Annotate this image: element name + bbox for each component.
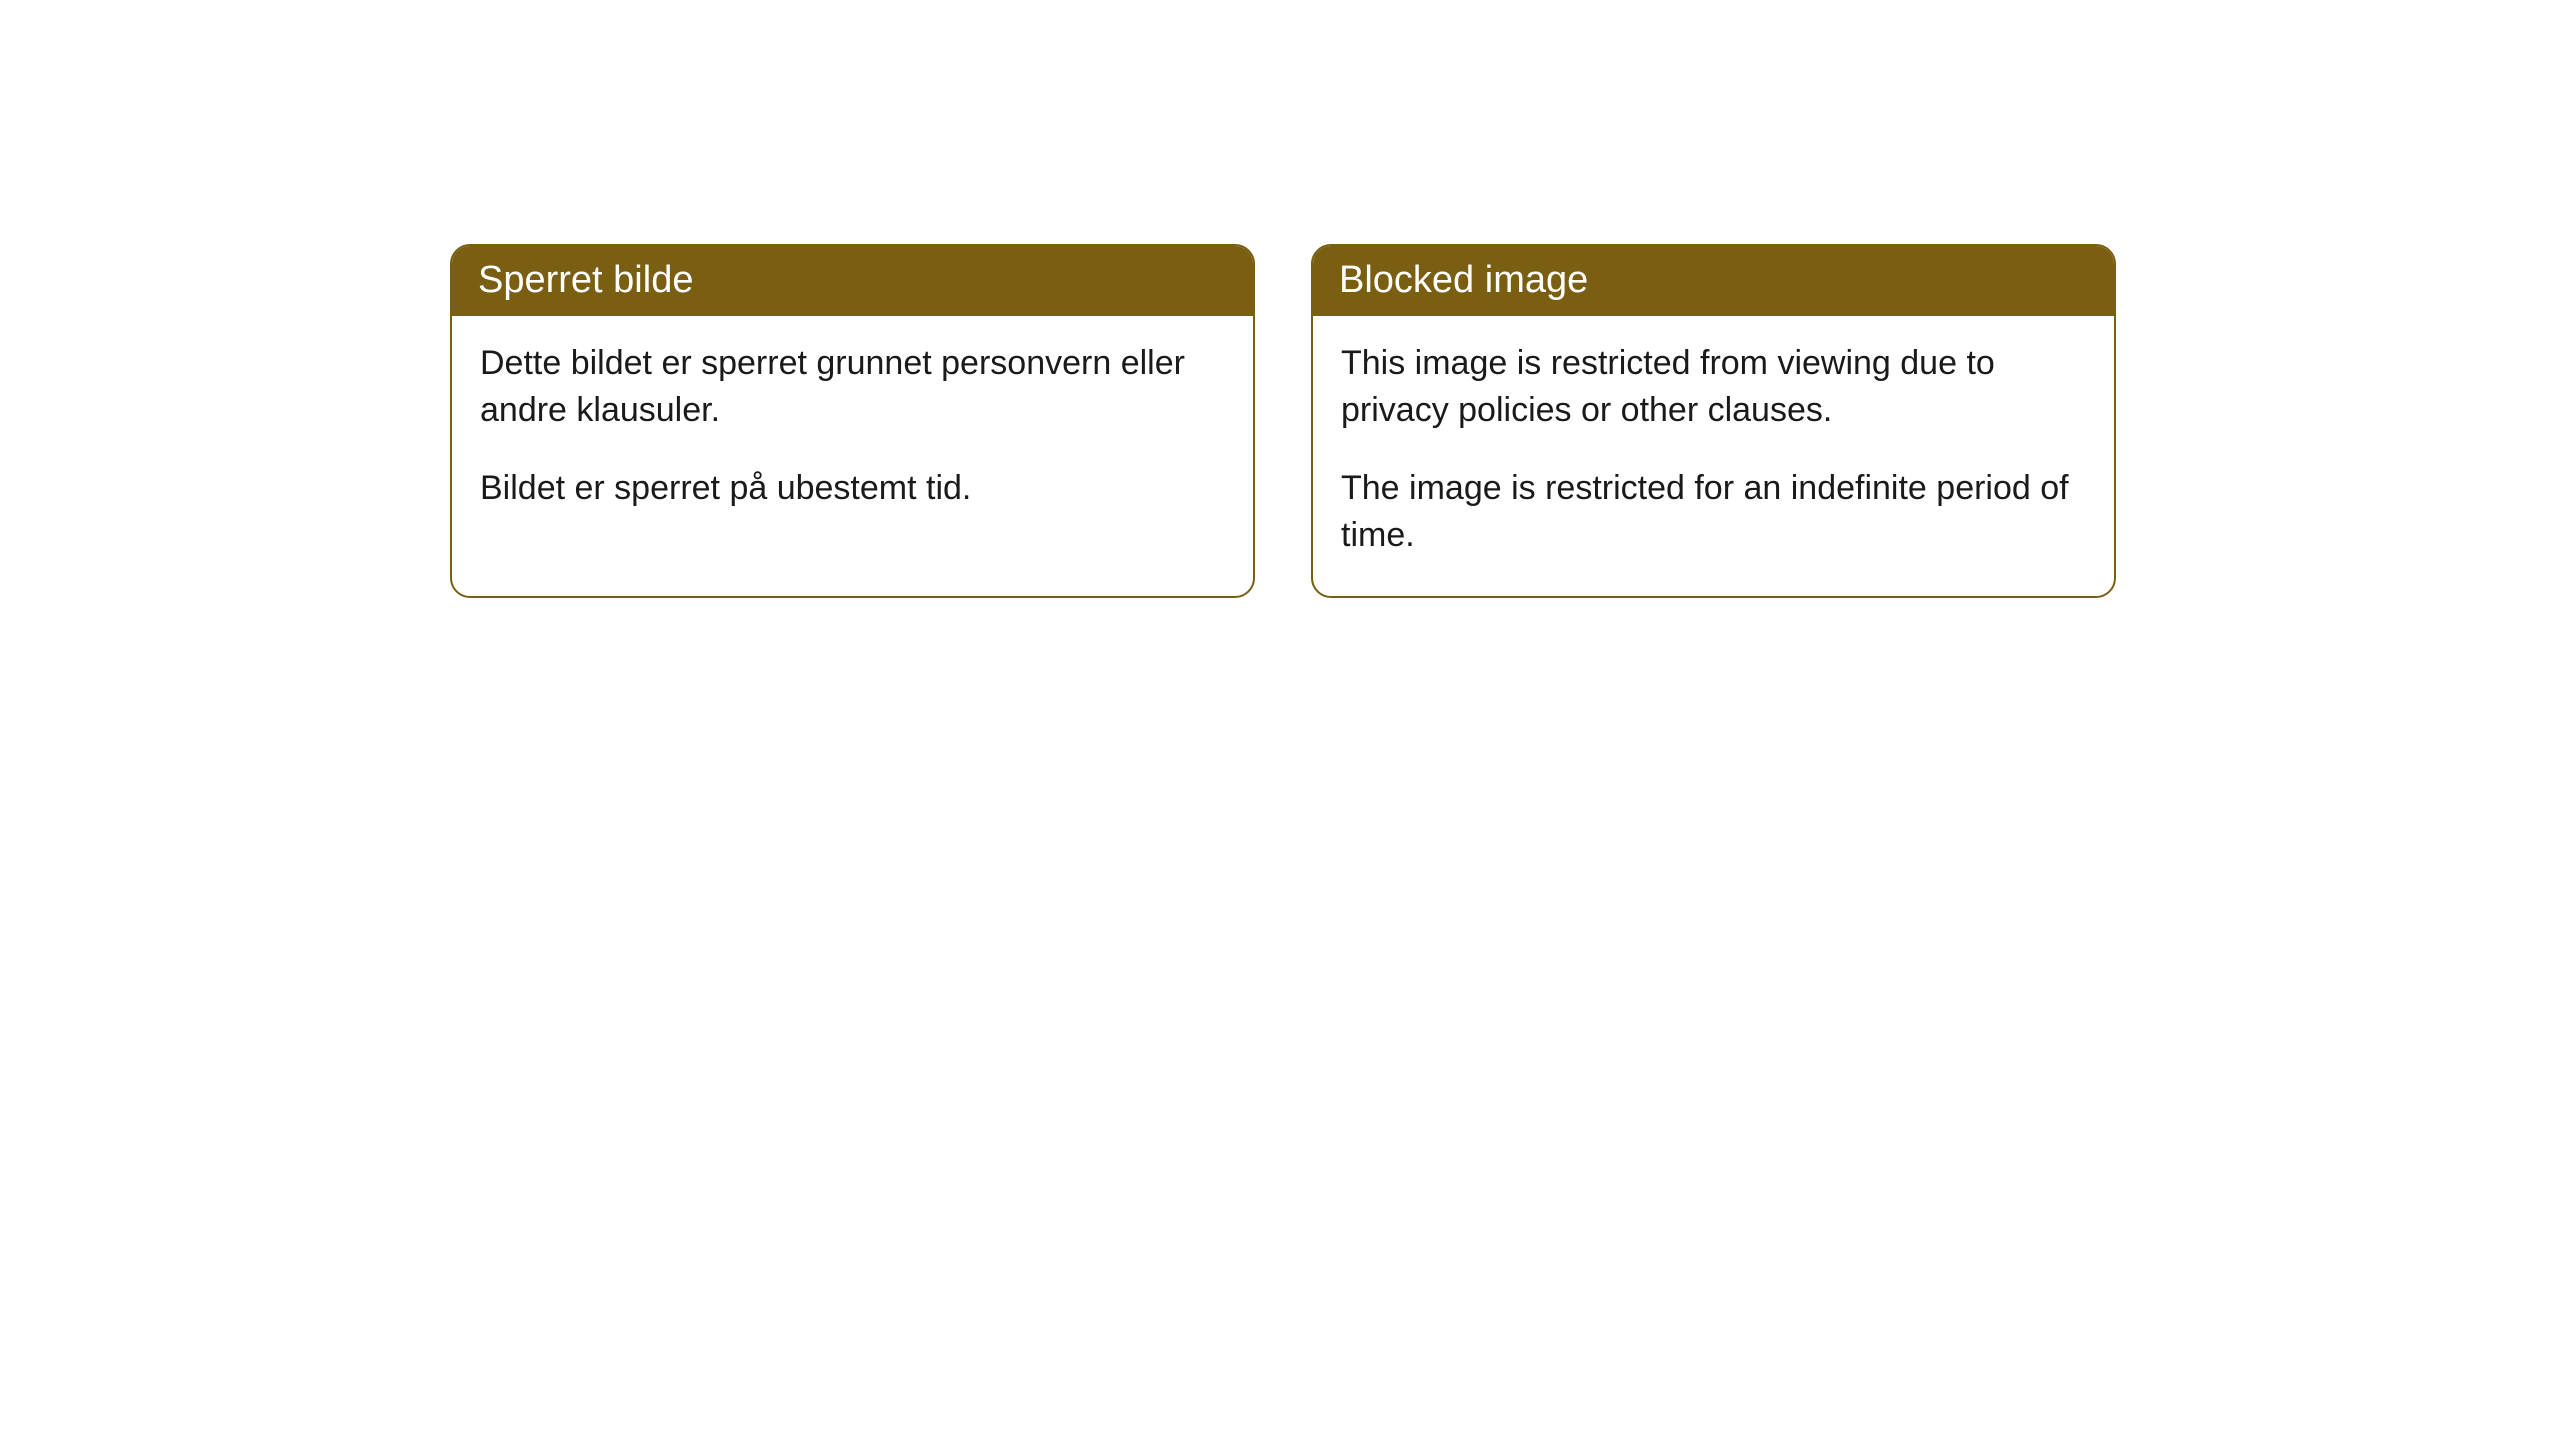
cards-container: Sperret bilde Dette bildet er sperret gr… — [450, 244, 2116, 598]
card-title-norwegian: Sperret bilde — [452, 246, 1253, 316]
blocked-image-card-norwegian: Sperret bilde Dette bildet er sperret gr… — [450, 244, 1255, 598]
card-body-norwegian: Dette bildet er sperret grunnet personve… — [452, 316, 1253, 549]
card-text-english-2: The image is restricted for an indefinit… — [1341, 465, 2086, 560]
card-title-english: Blocked image — [1313, 246, 2114, 316]
card-text-norwegian-1: Dette bildet er sperret grunnet personve… — [480, 340, 1225, 435]
card-body-english: This image is restricted from viewing du… — [1313, 316, 2114, 596]
blocked-image-card-english: Blocked image This image is restricted f… — [1311, 244, 2116, 598]
card-text-english-1: This image is restricted from viewing du… — [1341, 340, 2086, 435]
card-text-norwegian-2: Bildet er sperret på ubestemt tid. — [480, 465, 1225, 513]
